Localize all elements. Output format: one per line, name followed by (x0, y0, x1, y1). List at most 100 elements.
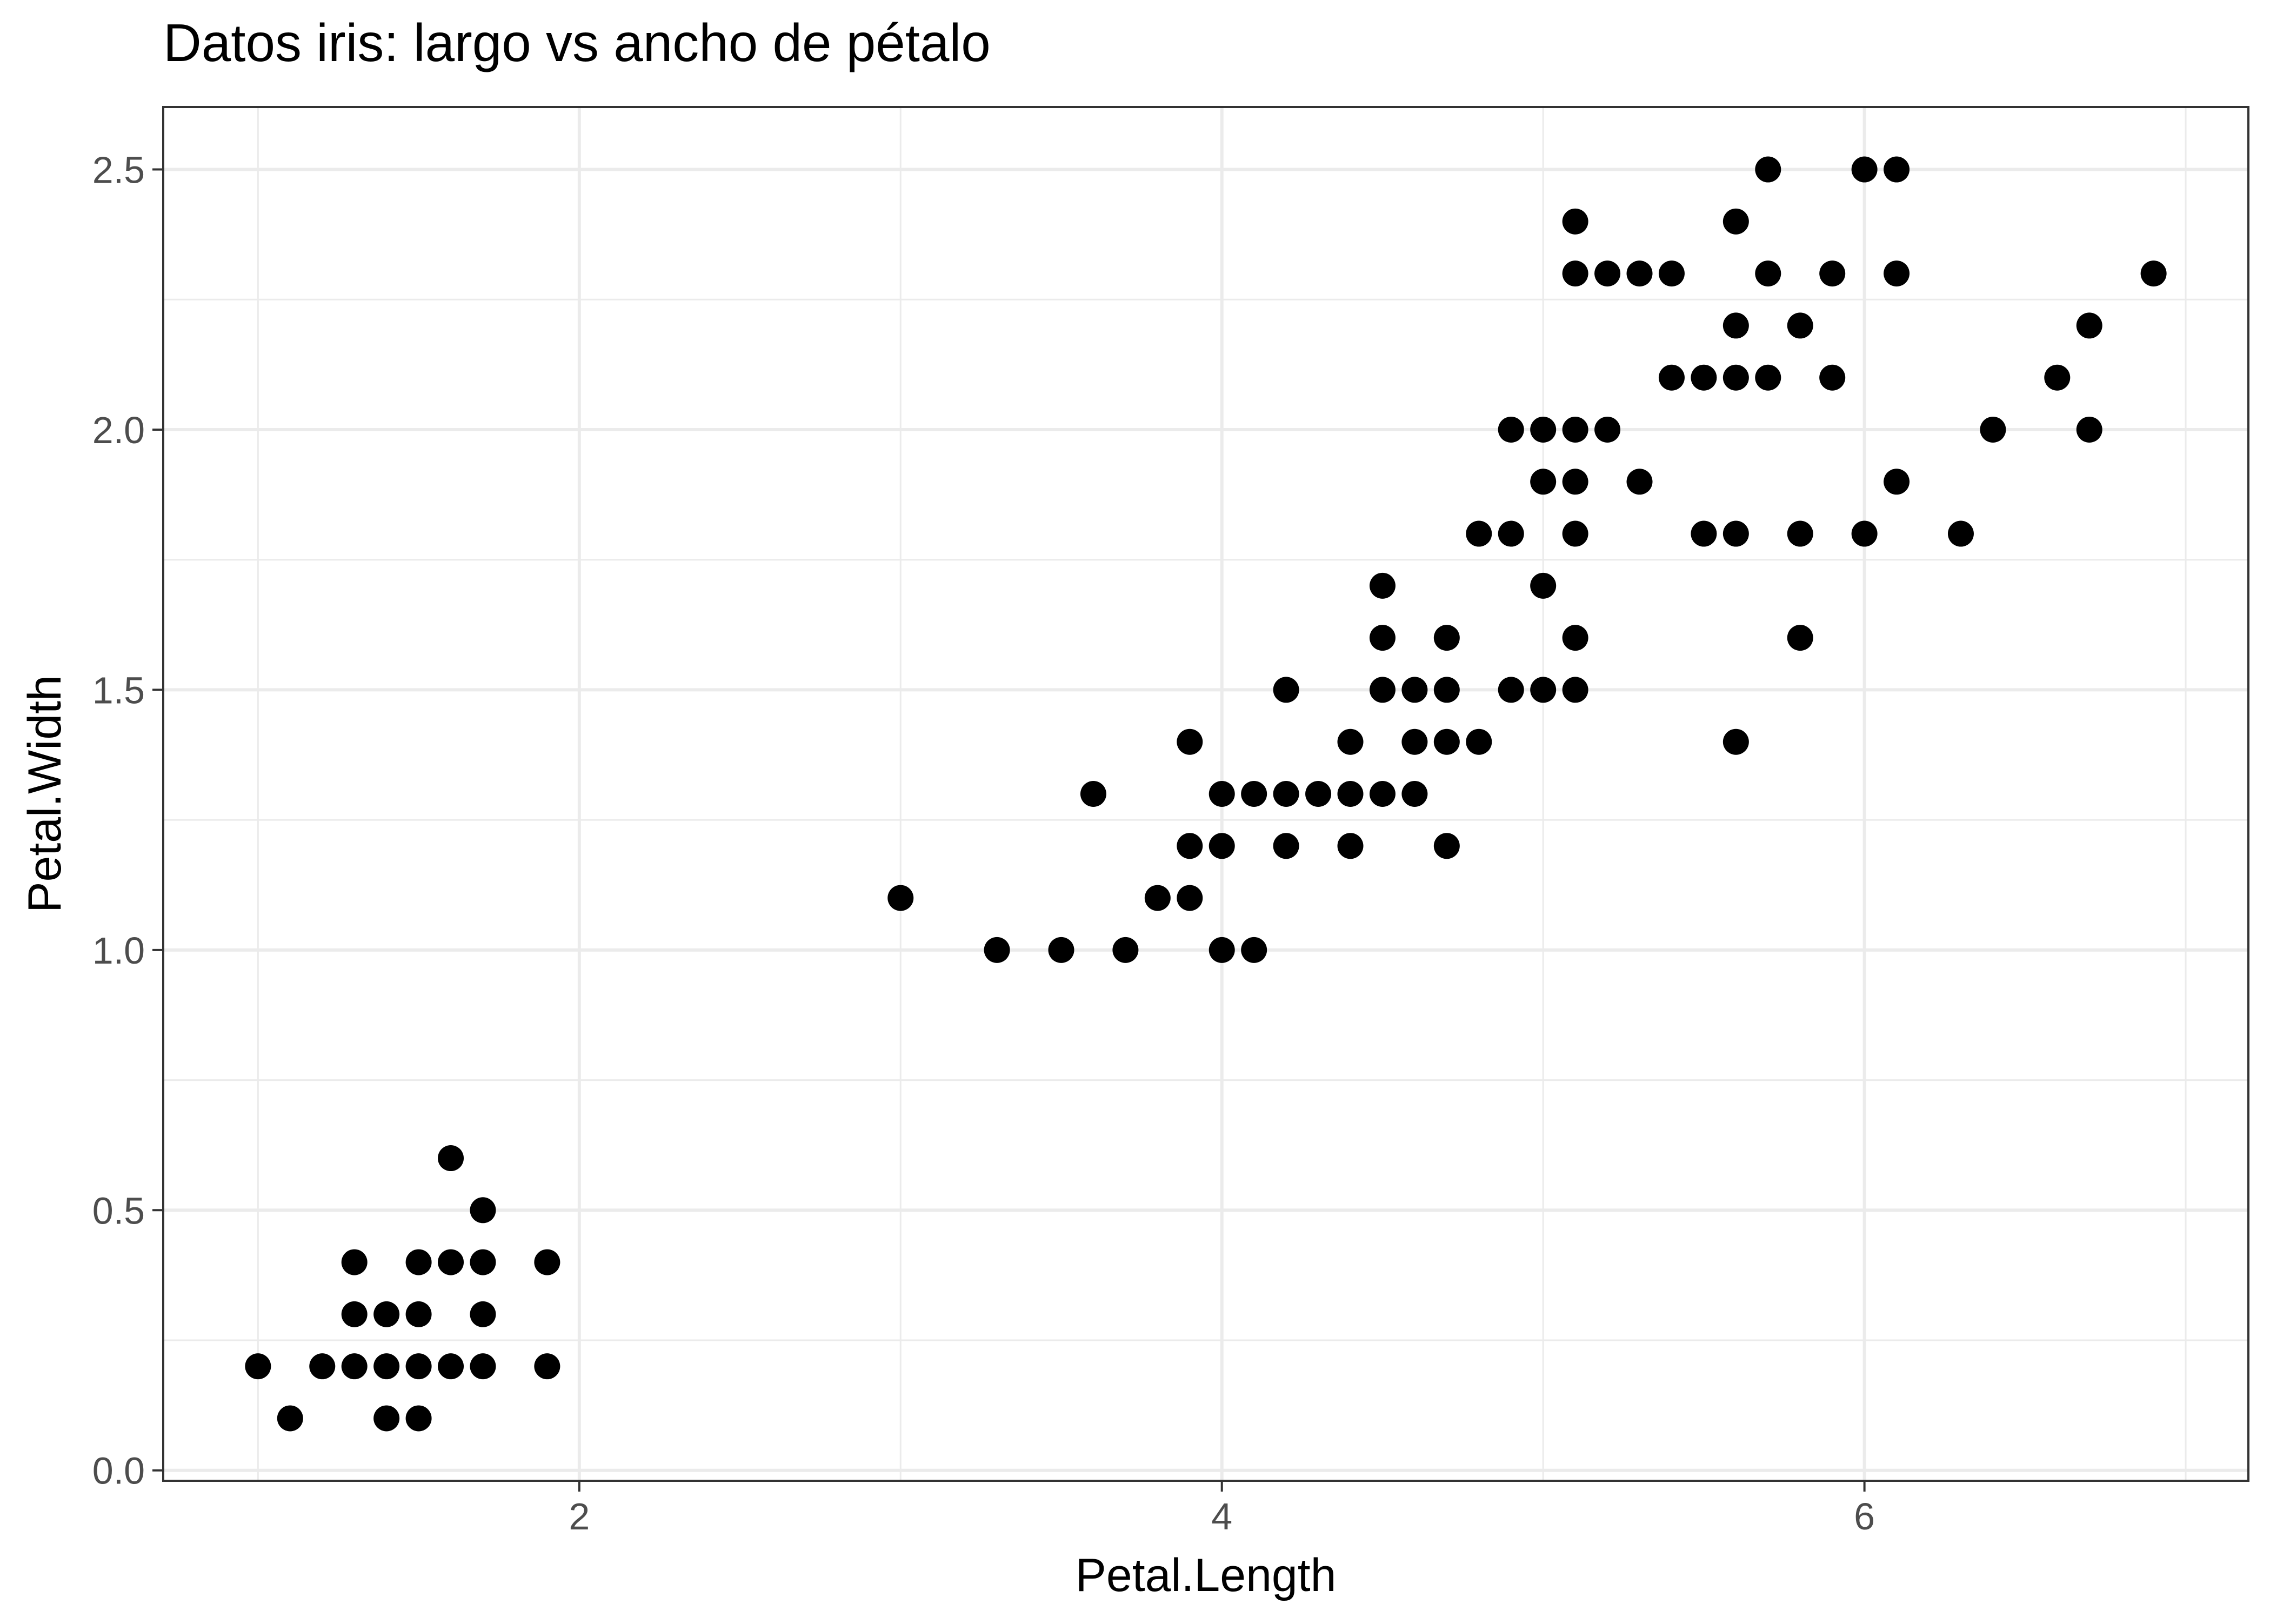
y-tick-label: 1.0 (92, 930, 145, 972)
x-axis: 2 4 6 (569, 1481, 1875, 1538)
data-point (1369, 572, 1396, 599)
data-point (341, 1353, 368, 1380)
y-tick-label: 2.5 (92, 149, 145, 191)
data-point (1691, 520, 1717, 547)
data-point (1337, 729, 1364, 755)
panel-background (163, 107, 2248, 1481)
data-point (470, 1249, 496, 1275)
data-point (1433, 729, 1460, 755)
data-point (2044, 364, 2071, 391)
data-point (1594, 260, 1621, 287)
data-point (984, 937, 1010, 963)
data-point (1884, 469, 1910, 495)
data-point (1755, 156, 1781, 183)
data-point (1562, 469, 1588, 495)
y-tick-label: 1.5 (92, 669, 145, 711)
data-point (1144, 885, 1171, 911)
data-point (1530, 416, 1557, 443)
data-point (1401, 729, 1428, 755)
data-point (1498, 520, 1524, 547)
data-point (245, 1353, 271, 1380)
data-point (405, 1301, 432, 1327)
y-tick-label: 2.0 (92, 409, 145, 451)
data-point (1755, 260, 1781, 287)
data-point (438, 1249, 464, 1275)
data-point (1369, 677, 1396, 703)
data-point (1177, 885, 1203, 911)
data-point (534, 1353, 560, 1380)
data-points (245, 156, 2167, 1432)
data-point (1209, 833, 1235, 859)
data-point (1241, 937, 1267, 963)
data-point (373, 1353, 400, 1380)
data-point (1722, 729, 1749, 755)
y-axis: 0.0 0.5 1.0 1.5 2.0 2.5 (92, 149, 163, 1492)
minor-gridlines (163, 107, 2248, 1481)
data-point (1787, 625, 1813, 651)
data-point (1884, 156, 1910, 183)
data-point (1658, 260, 1685, 287)
data-point (1498, 416, 1524, 443)
data-point (1433, 833, 1460, 859)
data-point (1562, 625, 1588, 651)
data-point (2140, 260, 2167, 287)
data-point (405, 1405, 432, 1432)
chart-title: Datos iris: largo vs ancho de pétalo (163, 13, 991, 72)
data-point (1851, 520, 1878, 547)
data-point (470, 1353, 496, 1380)
data-point (373, 1405, 400, 1432)
data-point (1562, 677, 1588, 703)
data-point (1337, 781, 1364, 807)
data-point (1241, 781, 1267, 807)
y-tick-label: 0.0 (92, 1450, 145, 1492)
data-point (1626, 469, 1653, 495)
data-point (405, 1353, 432, 1380)
data-point (1273, 833, 1299, 859)
data-point (1530, 469, 1557, 495)
data-point (1562, 416, 1588, 443)
data-point (1594, 416, 1621, 443)
y-tick-label: 0.5 (92, 1189, 145, 1232)
data-point (1401, 781, 1428, 807)
data-point (1305, 781, 1332, 807)
x-tick-label: 6 (1854, 1495, 1875, 1538)
data-point (1369, 781, 1396, 807)
plot-panel (162, 106, 2249, 1482)
data-point (1980, 416, 2006, 443)
data-point (1658, 364, 1685, 391)
data-point (2076, 416, 2102, 443)
data-point (887, 885, 914, 911)
data-point (1722, 312, 1749, 339)
data-point (2076, 312, 2102, 339)
data-point (1273, 781, 1299, 807)
data-point (1466, 729, 1492, 755)
data-point (1947, 520, 1974, 547)
data-point (1530, 572, 1557, 599)
data-point (1337, 833, 1364, 859)
data-point (1112, 937, 1139, 963)
data-point (1819, 260, 1846, 287)
data-point (277, 1405, 303, 1432)
data-point (309, 1353, 336, 1380)
data-point (1209, 937, 1235, 963)
data-point (373, 1301, 400, 1327)
panel-border (162, 106, 2249, 1482)
data-point (1722, 364, 1749, 391)
data-point (1369, 625, 1396, 651)
data-point (1433, 625, 1460, 651)
data-point (1562, 208, 1588, 235)
data-point (1691, 364, 1717, 391)
data-point (1530, 677, 1557, 703)
data-point (1466, 520, 1492, 547)
data-point (1562, 260, 1588, 287)
data-point (1787, 520, 1813, 547)
y-axis-label: Petal.Width (19, 675, 71, 913)
data-point (1273, 677, 1299, 703)
x-tick-label: 2 (569, 1495, 590, 1538)
data-point (1209, 781, 1235, 807)
data-point (341, 1249, 368, 1275)
data-point (470, 1197, 496, 1224)
data-point (1851, 156, 1878, 183)
